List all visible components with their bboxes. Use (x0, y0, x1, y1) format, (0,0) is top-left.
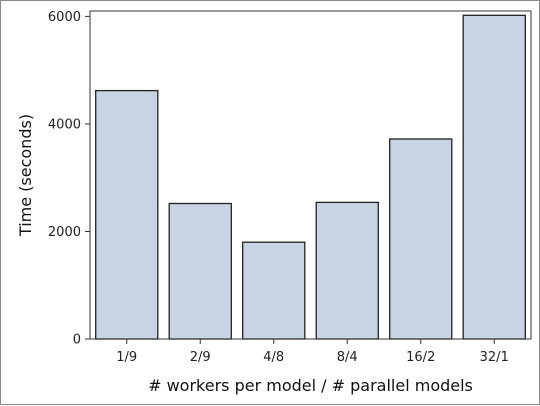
x-tick-label: 32/1 (480, 350, 509, 365)
bar-16-2 (389, 138, 453, 340)
bar-8-4 (315, 201, 379, 340)
x-tick-label: 8/4 (337, 350, 358, 365)
x-tick-label: 4/8 (263, 350, 284, 365)
bar-32-1 (462, 14, 526, 340)
plot-area-border (89, 10, 532, 340)
x-axis-title: # workers per model / # parallel models (148, 376, 473, 395)
x-tick-label: 16/2 (406, 350, 435, 365)
bar-2-9 (168, 202, 232, 340)
x-tick-label: 2/9 (190, 350, 211, 365)
y-tick-label: 2000 (48, 225, 81, 240)
y-tick-label: 6000 (48, 10, 81, 25)
x-tick-label: 1/9 (116, 350, 137, 365)
y-tick-group: 0 2000 4000 6000 (48, 10, 90, 348)
y-tick-label: 4000 (48, 117, 81, 132)
bar-1-9 (95, 89, 159, 340)
bars-group (95, 14, 526, 340)
y-tick-label: 0 (73, 333, 81, 348)
bar-4-8 (242, 241, 306, 340)
y-axis-title: Time (seconds) (16, 114, 35, 237)
x-tick-group: 1/9 2/9 4/8 8/4 16/2 32/1 (116, 339, 509, 365)
